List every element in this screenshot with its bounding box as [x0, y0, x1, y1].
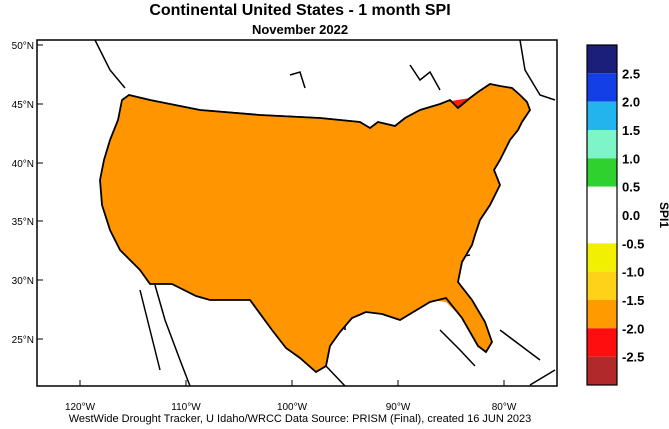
colorbar-tick-label: 0.5	[622, 180, 640, 195]
colorbar-title: SPI1	[657, 202, 669, 228]
colorbar-swatch	[587, 215, 617, 244]
map-frame	[36, 39, 558, 387]
latitude-axis	[37, 44, 43, 340]
colorbar-tick-label: 1.5	[622, 123, 640, 138]
colorbar-swatch	[587, 158, 617, 187]
lat-label-35: 35°N	[12, 217, 34, 228]
colorbar: 2.5 2.0 1.5 1.0 0.5 0.0 -0.5 -1.0 -1.5 -2.0 -2.5	[586, 44, 644, 386]
colorbar-swatch	[587, 243, 617, 272]
colorbar-frame	[586, 44, 618, 386]
lon-label-80w: 80°W	[492, 402, 517, 413]
colorbar-swatch	[587, 328, 617, 357]
map-subtitle: November 2022	[251, 22, 349, 37]
colorbar-tick-label: 0.0	[622, 208, 640, 223]
lat-label-40: 40°N	[12, 159, 34, 170]
colorbar-swatch	[587, 130, 617, 159]
lat-label-45: 45°N	[12, 100, 34, 111]
colorbar-swatch	[587, 101, 617, 130]
colorbar-tick-label: 2.0	[622, 95, 640, 110]
colorbar-tick-label: -1.0	[622, 265, 644, 280]
colorbar-tick-label: -2.0	[622, 321, 644, 336]
lat-label-50: 50°N	[12, 41, 34, 52]
lon-label-110w: 110°W	[171, 402, 201, 413]
lon-label-90w: 90°W	[386, 402, 411, 413]
colorbar-swatch	[587, 186, 617, 215]
lon-label-120w: 120°W	[65, 402, 96, 413]
credit-line: WestWide Drought Tracker, U Idaho/WRCC D…	[68, 413, 532, 425]
lon-label-100w: 100°W	[277, 402, 308, 413]
lat-label-25: 25°N	[12, 335, 34, 346]
coastlines	[94, 40, 556, 386]
colorbar-tick-label: -1.5	[622, 293, 644, 308]
colorbar-tick-label: -0.5	[622, 236, 644, 251]
colorbar-swatch	[587, 45, 617, 74]
lat-label-30: 30°N	[12, 276, 34, 287]
colorbar-swatch	[587, 300, 617, 329]
colorbar-tick-label: -2.5	[622, 350, 644, 365]
colorbar-swatch	[587, 73, 617, 102]
colorbar-swatch	[587, 271, 617, 300]
colorbar-swatch	[587, 356, 617, 385]
map-title: Continental United States - 1 month SPI	[149, 2, 451, 19]
colorbar-tick-label: 2.5	[622, 66, 640, 81]
longitude-axis	[79, 380, 505, 386]
colorbar-tick-label: 1.0	[622, 151, 640, 166]
